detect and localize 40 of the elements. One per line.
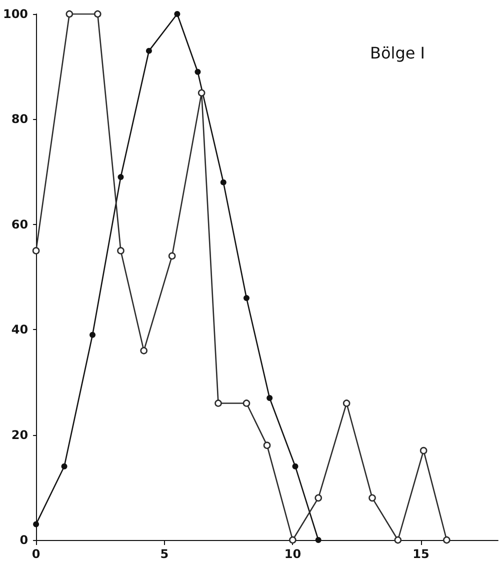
point: [61, 463, 68, 470]
point: [146, 48, 152, 54]
point: [289, 536, 296, 544]
point: [443, 536, 450, 544]
point: [244, 295, 250, 302]
point: [66, 10, 74, 18]
point: [168, 252, 176, 260]
point: [368, 494, 376, 502]
point: [314, 494, 322, 502]
point: [174, 11, 180, 17]
point: [394, 536, 402, 544]
x-tick-label: 10: [284, 547, 302, 561]
y-tick-label: 40: [11, 322, 28, 337]
text: Bölge I: [370, 44, 425, 62]
y-tick-label: 20: [11, 428, 28, 442]
point: [292, 463, 298, 470]
point: [32, 247, 40, 254]
point: [194, 68, 201, 75]
y-tick-label: 60: [11, 217, 28, 232]
point: [198, 89, 206, 97]
point: [117, 247, 124, 254]
y-tick-label: 80: [11, 112, 28, 126]
point: [263, 442, 271, 449]
point: [342, 400, 350, 407]
point: [140, 346, 148, 354]
x-tick-label: 0: [32, 547, 40, 561]
point: [220, 179, 226, 186]
y-tick-label: 0: [20, 533, 28, 547]
x-tick-label: 15: [412, 547, 430, 561]
point: [33, 521, 40, 528]
point: [242, 400, 250, 407]
point: [214, 400, 222, 407]
point: [315, 537, 322, 543]
point: [420, 446, 428, 454]
point: [266, 394, 273, 401]
point: [118, 174, 124, 180]
point: [90, 332, 96, 338]
point: [94, 10, 102, 18]
y-tick-label: 100: [2, 7, 28, 21]
x-tick-label: 5: [160, 547, 169, 561]
